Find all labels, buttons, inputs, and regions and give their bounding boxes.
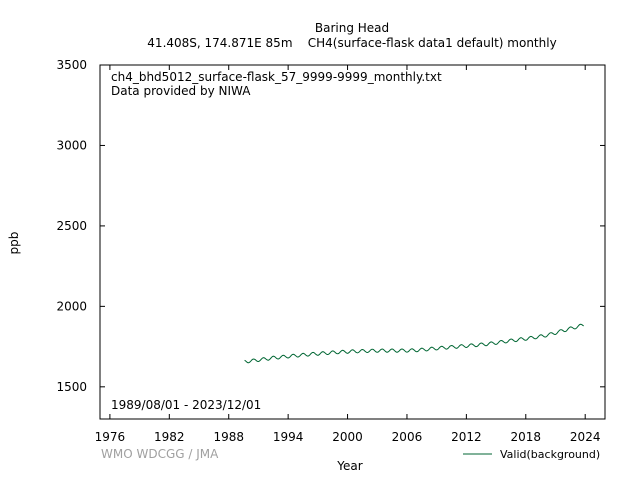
x-tick-label: 1988: [213, 430, 244, 444]
x-tick-label: 2024: [570, 430, 601, 444]
y-tick-label: 3000: [56, 138, 87, 152]
legend: Valid(background): [463, 448, 600, 461]
chart-title: Baring Head: [315, 21, 389, 35]
watermark: WMO WDCGG / JMA: [101, 447, 219, 461]
legend-label: Valid(background): [500, 448, 600, 461]
series-layer: [244, 323, 584, 364]
y-axis-label: ppb: [7, 232, 21, 255]
x-axis: 1976 1982 1988 1994 2000 2006 2012 2018 2024: [95, 65, 601, 444]
chart-subtitle: 41.408S, 174.871E 85m CH4(surface-flask …: [147, 36, 556, 50]
provider-label: Data provided by NIWA: [111, 84, 251, 98]
x-tick-label: 1994: [273, 430, 304, 444]
x-tick-label: 2006: [392, 430, 423, 444]
date-range-label: 1989/08/01 - 2023/12/01: [111, 398, 261, 412]
x-tick-label: 1982: [154, 430, 185, 444]
x-tick-label: 2000: [332, 430, 363, 444]
file-label: ch4_bhd5012_surface-flask_57_9999-9999_m…: [111, 70, 442, 84]
y-tick-label: 1500: [56, 380, 87, 394]
x-tick-label: 2018: [511, 430, 542, 444]
y-tick-label: 2000: [56, 299, 87, 313]
series-line: [244, 323, 584, 364]
plot-area: [99, 64, 606, 420]
y-axis: 1500 2000 2500 3000 3500: [56, 58, 605, 394]
x-tick-label: 1976: [95, 430, 126, 444]
y-tick-label: 2500: [56, 219, 87, 233]
x-axis-label: Year: [336, 459, 362, 473]
x-tick-label: 2012: [451, 430, 482, 444]
y-tick-label: 3500: [56, 58, 87, 72]
